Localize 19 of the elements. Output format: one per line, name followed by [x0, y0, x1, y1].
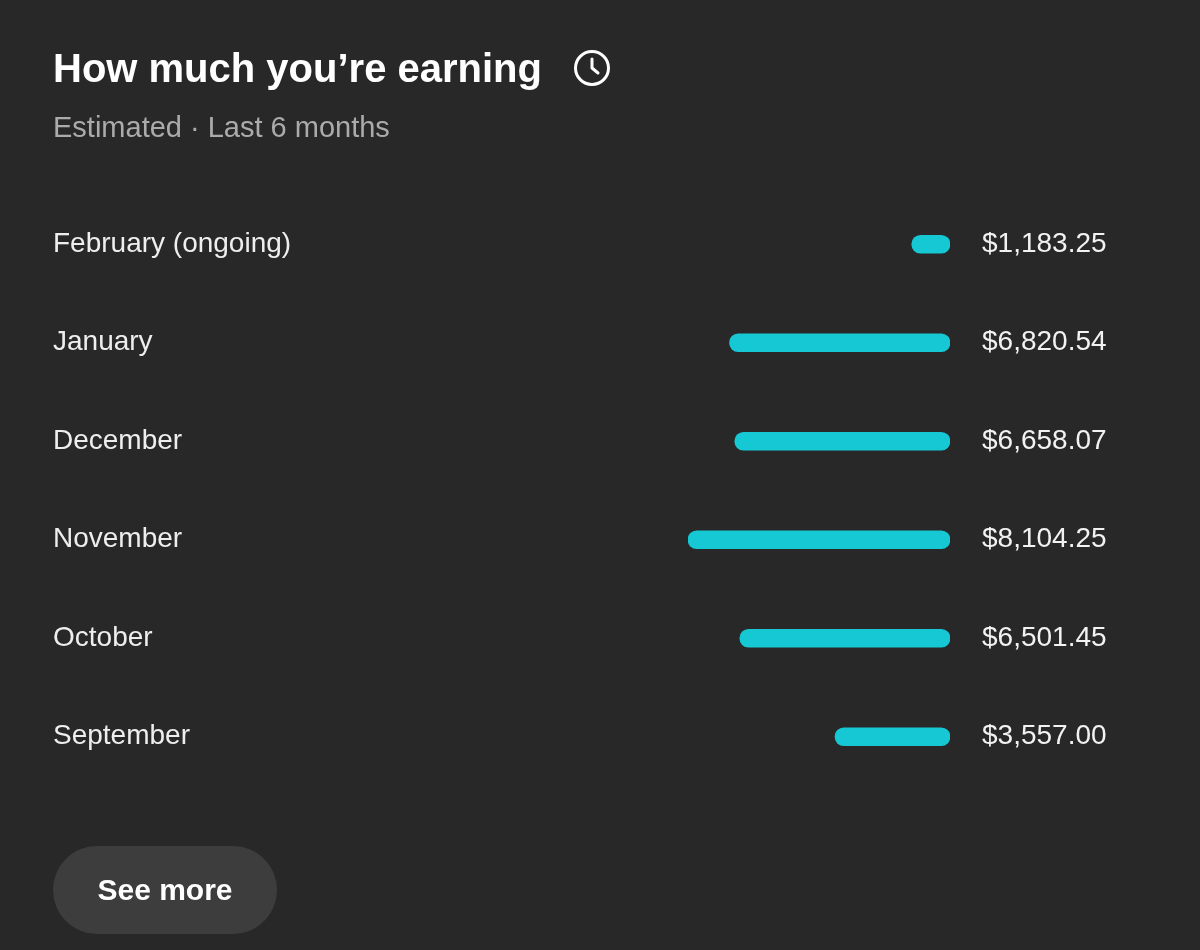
data-label: $6,501.45 [982, 620, 1107, 652]
bar [729, 333, 950, 353]
bar [834, 727, 950, 747]
y-tick-label: December [53, 423, 183, 455]
y-tick-label: September [53, 719, 190, 751]
data-label: $6,820.54 [982, 325, 1107, 357]
data-label: $8,104.25 [982, 522, 1107, 554]
y-tick-label: October [53, 620, 153, 652]
y-tick-label: November [53, 522, 183, 554]
text: Estimated · Last 6 months [53, 110, 390, 145]
y-tick-label: January [53, 325, 153, 357]
y-tick-label: February (ongoing) [53, 226, 292, 258]
data-label: $1,183.25 [982, 226, 1107, 258]
text: How much you’re earning [53, 45, 542, 92]
bar [739, 628, 950, 648]
data-label: $6,658.07 [982, 423, 1107, 455]
bar [734, 431, 950, 451]
bar [688, 530, 950, 550]
data-label: $3,557.00 [982, 719, 1107, 751]
